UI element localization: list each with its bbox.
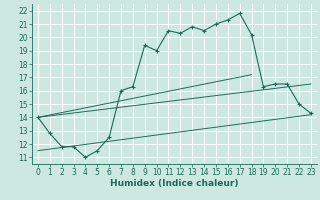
X-axis label: Humidex (Indice chaleur): Humidex (Indice chaleur) [110, 179, 239, 188]
